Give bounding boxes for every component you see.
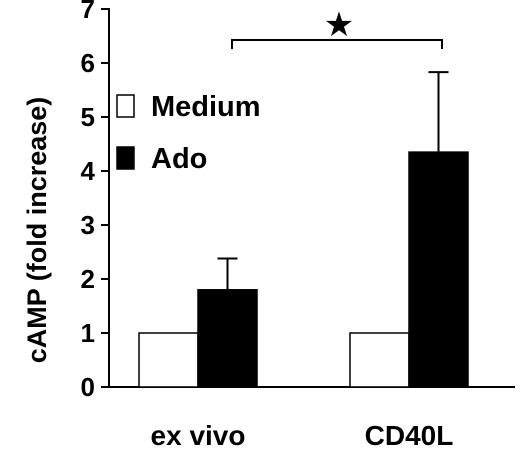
y-tick-label: 1 xyxy=(81,318,95,348)
legend-label-ado: Ado xyxy=(151,143,207,175)
bar-medium-ex-vivo xyxy=(138,332,199,388)
bars xyxy=(138,151,469,388)
error-bars xyxy=(217,71,449,290)
y-tick-label: 2 xyxy=(81,264,95,294)
y-tick-label: 7 xyxy=(81,0,95,24)
y-tick-label: 3 xyxy=(81,210,95,240)
y-tick-label: 4 xyxy=(81,156,96,186)
star-icon: ★ xyxy=(324,5,354,45)
significance-annotation: ★ xyxy=(231,5,443,49)
bar-ado-cd40l xyxy=(408,151,469,388)
y-ticks: 0 1 2 3 4 5 6 7 xyxy=(81,0,109,402)
legend: Medium Ado xyxy=(116,91,261,175)
legend-label-medium: Medium xyxy=(151,91,261,123)
y-tick-label: 5 xyxy=(81,102,95,132)
y-tick-label: 6 xyxy=(81,48,95,78)
legend-swatch-medium xyxy=(116,94,135,118)
bar-medium-cd40l xyxy=(349,332,410,388)
legend-swatch-ado xyxy=(116,146,135,170)
category-labels: ex vivo CD40L xyxy=(151,420,454,451)
y-axis-label: cAMP (fold increase) xyxy=(22,97,52,364)
bar-ado-ex-vivo xyxy=(197,289,258,388)
y-tick-label: 0 xyxy=(81,372,95,402)
significance-bracket xyxy=(231,39,443,49)
category-label: CD40L xyxy=(365,420,454,451)
category-label: ex vivo xyxy=(151,420,246,451)
